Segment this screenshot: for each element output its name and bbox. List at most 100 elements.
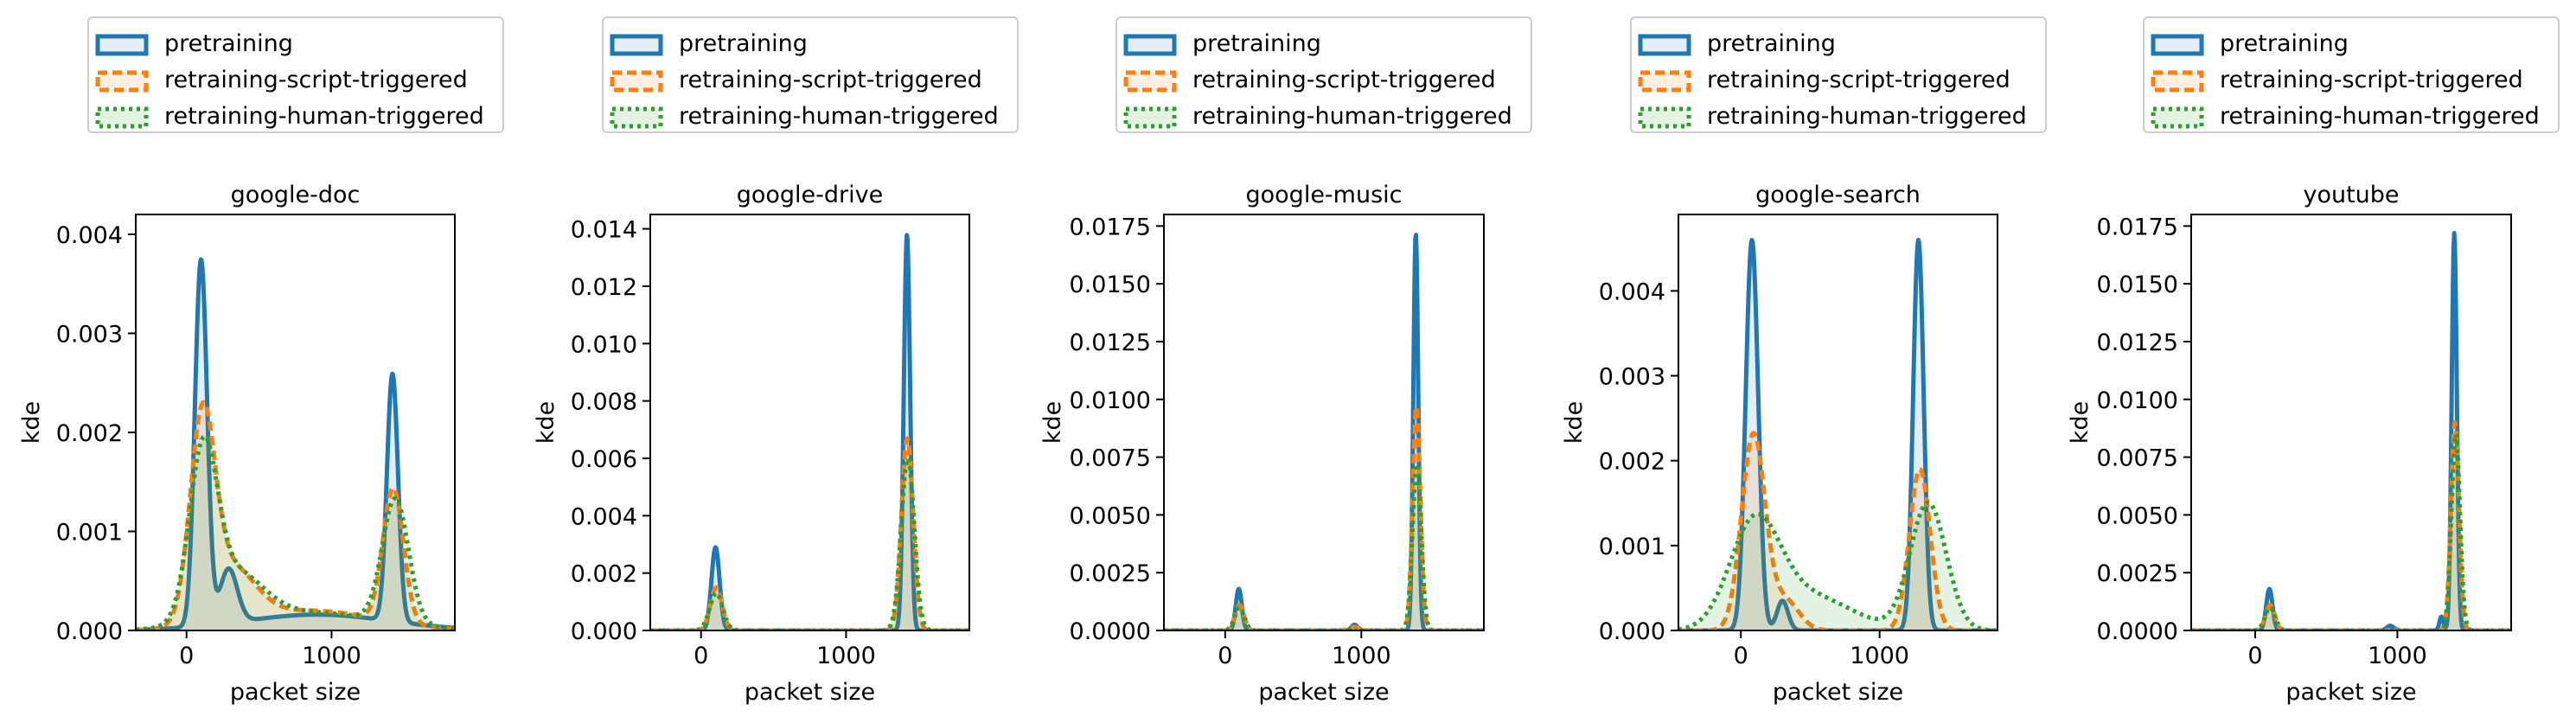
y-axis-label: kde <box>1039 401 1066 444</box>
chart-panel-youtube: pretraining retraining-script-triggered re… <box>2067 16 2560 706</box>
legend-label: retraining-human-triggered <box>2220 103 2540 130</box>
axes-frame <box>135 214 456 631</box>
y-tick-label: 0.000 <box>56 618 123 645</box>
y-tick-label: 0.010 <box>571 331 637 358</box>
series-line-pretraining <box>136 257 455 630</box>
y-tick-label: 0.0125 <box>2097 330 2178 356</box>
legend-frame <box>602 16 1019 133</box>
chart-panel-google-search: pretraining retraining-script-triggered re… <box>1561 16 2047 706</box>
legend-swatch <box>2151 34 2204 56</box>
plot-area <box>2191 231 2511 630</box>
y-tick-label: 0.004 <box>571 503 637 530</box>
y-tick-label: 0.0075 <box>2097 445 2178 472</box>
legend: pretraining retraining-script-triggered re… <box>87 16 504 133</box>
y-tick-label: 0.0150 <box>1070 272 1151 298</box>
y-tick-label: 0.003 <box>1599 364 1665 391</box>
legend-label: pretraining <box>1192 30 1321 57</box>
legend: pretraining retraining-script-triggered re… <box>2143 16 2560 133</box>
x-axis-label: packet size <box>1773 679 1903 706</box>
series-fill-retraining-human-triggered <box>2191 434 2511 630</box>
legend-frame <box>1115 16 1532 133</box>
y-axis-label: kde <box>2067 401 2093 444</box>
y-tick-label: 0.001 <box>56 519 123 546</box>
axes-frame <box>2190 214 2512 631</box>
series-fill-pretraining <box>650 234 969 630</box>
x-tick-label: 0 <box>2247 643 2262 669</box>
x-axis-label: packet size <box>230 679 361 706</box>
y-tick-label: 0.0025 <box>1070 560 1151 587</box>
legend-frame <box>1630 16 2047 133</box>
chart-title: google-search <box>1755 182 1921 208</box>
legend-label: retraining-script-triggered <box>1192 67 1496 93</box>
legend-swatch <box>2151 106 2204 129</box>
legend-label: pretraining <box>679 30 808 57</box>
legend-label: retraining-human-triggered <box>679 103 999 130</box>
x-tick-label: 1000 <box>1332 643 1391 669</box>
legend-swatch <box>610 70 663 93</box>
y-tick-label: 0.0100 <box>1070 387 1151 414</box>
chart-panel-google-doc: pretraining retraining-script-triggered re… <box>18 16 504 706</box>
legend-frame <box>2143 16 2560 133</box>
y-tick-label: 0.0150 <box>2097 272 2178 298</box>
y-tick-label: 0.014 <box>571 217 637 244</box>
legend-swatch <box>1638 34 1691 56</box>
series-line-retraining-human-triggered <box>650 456 969 630</box>
series-line-retraining-script-triggered <box>2191 420 2511 630</box>
series-fill-pretraining <box>1678 240 1998 630</box>
legend-label: retraining-human-triggered <box>1192 103 1512 130</box>
legend-label: retraining-script-triggered <box>2220 67 2523 93</box>
x-tick-label: 0 <box>1218 643 1232 669</box>
x-tick-label: 1000 <box>302 643 361 669</box>
legend-swatch <box>1123 34 1177 56</box>
chart-title: google-doc <box>231 182 361 208</box>
legend-swatch <box>95 34 149 56</box>
legend: pretraining retraining-script-triggered re… <box>1115 16 1532 133</box>
y-tick-label: 0.004 <box>1599 278 1665 305</box>
x-axis-label: packet size <box>1258 679 1389 706</box>
y-tick-label: 0.0000 <box>1070 618 1151 645</box>
legend-swatch <box>1123 70 1177 93</box>
axes-frame <box>649 214 970 631</box>
y-tick-label: 0.003 <box>56 321 123 348</box>
legend-swatch <box>1123 106 1177 129</box>
y-tick-label: 0.008 <box>571 389 637 416</box>
legend-label: retraining-human-triggered <box>164 103 484 130</box>
legend-swatch <box>1638 70 1691 93</box>
y-tick-label: 0.000 <box>1599 618 1665 645</box>
series-line-retraining-human-triggered <box>136 434 455 630</box>
series-fill-retraining-human-triggered <box>650 458 969 630</box>
y-tick-label: 0.0000 <box>2097 618 2178 645</box>
legend-swatch <box>95 106 149 129</box>
series-line-retraining-human-triggered <box>1164 462 1484 630</box>
series-line-pretraining <box>650 233 969 630</box>
legend-label: retraining-script-triggered <box>679 67 982 93</box>
x-tick-label: 1000 <box>1850 643 1909 669</box>
y-tick-label: 0.002 <box>56 420 123 447</box>
series-fill-pretraining <box>1164 234 1484 630</box>
y-tick-label: 0.006 <box>571 446 637 473</box>
legend-swatch <box>1638 106 1691 129</box>
legend-swatch <box>610 106 663 129</box>
axes-frame <box>1678 214 1998 631</box>
x-axis-label: packet size <box>745 679 875 706</box>
legend-label: pretraining <box>2220 30 2349 57</box>
x-axis-label: packet size <box>2285 679 2416 706</box>
x-tick-label: 0 <box>179 643 194 669</box>
y-tick-label: 0.012 <box>571 274 637 301</box>
legend-swatch <box>2151 70 2204 93</box>
series-fill-retraining-human-triggered <box>1678 502 1998 630</box>
plot-area <box>136 257 455 630</box>
plot-area <box>650 233 969 630</box>
y-tick-label: 0.0050 <box>1070 502 1151 529</box>
y-tick-label: 0.001 <box>1599 534 1665 560</box>
series-fill-retraining-script-triggered <box>1164 406 1484 630</box>
series-fill-retraining-human-triggered <box>1164 464 1484 630</box>
series-line-retraining-script-triggered <box>650 436 969 630</box>
legend-frame <box>87 16 504 133</box>
y-tick-label: 0.0175 <box>1070 214 1151 240</box>
series-fill-retraining-script-triggered <box>650 438 969 630</box>
series-line-pretraining <box>1678 237 1998 630</box>
chart-title: youtube <box>2303 182 2399 208</box>
series-line-pretraining <box>1164 233 1484 630</box>
y-tick-label: 0.000 <box>571 618 637 645</box>
